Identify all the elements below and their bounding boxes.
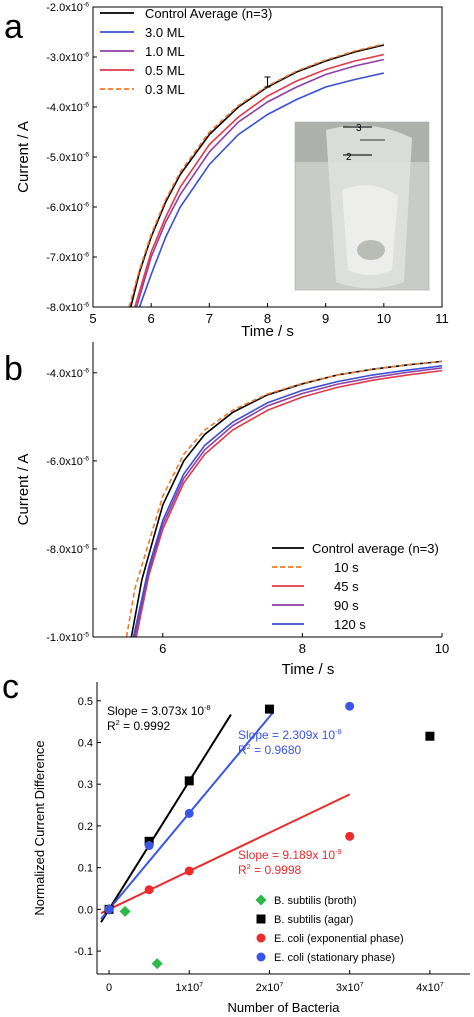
panel-b: b 6 8 10 -4.0x10-6 -6.0x10-6 -8.0x10-6 -1.0x10… xyxy=(4,342,449,678)
y-tick-label-b: -8.0x10-6 xyxy=(46,544,89,556)
y-tick-label-b: -1.0x10-5 xyxy=(46,632,89,644)
y-tick-label-a: -8.0x10-6 xyxy=(46,302,89,314)
y-tick-label-b: -4.0x10-6 xyxy=(46,367,89,379)
series-a-1 xyxy=(138,72,385,307)
data-point xyxy=(345,701,355,711)
y-tick-label-a: -6.0x10-6 xyxy=(46,202,89,214)
y-tick-label-c: 0.2 xyxy=(78,821,93,833)
x-tick-label-a: 11 xyxy=(435,311,449,326)
fit-annotation-r2: R2 = 0.9992 xyxy=(107,718,171,733)
x-tick-label-b: 10 xyxy=(435,641,449,656)
panel-a: a 3 2 5 6 7 8 9 10 11 -2.0x10-6 -3.0x10-6 -4.0x10… xyxy=(4,2,449,340)
legend-marker-c xyxy=(256,914,266,924)
x-tick-label-b: 6 xyxy=(159,641,166,656)
x-tick-label-a: 10 xyxy=(377,311,391,326)
fit-line-2 xyxy=(100,793,351,915)
x-tick-label-c: 3x107 xyxy=(336,982,364,994)
inset-photo: 3 2 xyxy=(294,121,430,291)
y-tick-label-a: -5.0x10-6 xyxy=(46,152,89,164)
x-tick-label-a: 5 xyxy=(89,311,96,326)
data-point xyxy=(184,776,194,786)
x-tick-label-c: 0 xyxy=(106,982,112,994)
y-tick-label-a: -2.0x10-6 xyxy=(46,2,89,14)
x-tick-label-a: 7 xyxy=(206,311,213,326)
legend-label-b: 120 s xyxy=(334,617,366,632)
inset-mark-2: 2 xyxy=(346,152,352,163)
data-point xyxy=(144,885,154,895)
y-tick-label-c: 0.1 xyxy=(78,863,93,875)
series-b-3 xyxy=(134,367,442,637)
x-tick-label-a: 9 xyxy=(322,311,329,326)
fit-annotation-slope: Slope = 9.189x 10-9 xyxy=(238,847,342,862)
y-tick-label-c: 0.3 xyxy=(78,779,93,791)
legend-label-a: 1.0 ML xyxy=(145,44,185,59)
data-point xyxy=(144,841,154,851)
series-b-2 xyxy=(135,369,442,637)
y-tick-label-c: 0.5 xyxy=(78,696,93,708)
x-tick-label-c: 1x107 xyxy=(175,982,203,994)
x-tick-label-a: 6 xyxy=(148,311,155,326)
fit-line-0 xyxy=(100,713,232,923)
legend-label-a: 3.0 ML xyxy=(145,25,185,40)
x-tick-label-c: 4x107 xyxy=(416,982,444,994)
legend-label-c: B. subtilis (broth) xyxy=(274,895,357,907)
y-axis-label-a: Current / A xyxy=(15,121,32,193)
legend-label-c: E. coli (exponential phase) xyxy=(274,933,404,945)
data-point xyxy=(184,866,194,876)
legend-marker-c xyxy=(256,933,266,943)
panel-a-label: a xyxy=(4,8,23,46)
fit-annotation-slope: Slope = 2.309x 10-8 xyxy=(238,727,342,742)
series-a-2 xyxy=(135,58,385,307)
y-tick-label-c: 0.0 xyxy=(78,904,93,916)
legend-label-b: Control average (n=3) xyxy=(312,541,439,556)
x-tick-label-a: 8 xyxy=(264,311,271,326)
legend-marker-c xyxy=(255,894,267,906)
legend-label-c: B. subtilis (agar) xyxy=(274,914,353,926)
x-axis-label-c: Number of Bacteria xyxy=(228,1000,341,1015)
legend-label-b: 90 s xyxy=(334,598,359,613)
panel-b-label: b xyxy=(4,350,23,388)
legend-label-a: Control Average (n=3) xyxy=(145,6,272,21)
data-point xyxy=(184,808,194,818)
x-tick-label-c: 2x107 xyxy=(256,982,284,994)
x-tick-label-b: 8 xyxy=(299,641,306,656)
y-tick-label-a: -7.0x10-6 xyxy=(46,252,89,264)
x-axis-label-b: Time / s xyxy=(282,661,335,678)
legend-label-a: 0.3 ML xyxy=(145,82,185,97)
series-b-1 xyxy=(125,360,442,637)
panel-c-label: c xyxy=(2,668,19,706)
fit-annotation-slope: Slope = 3.073x 10-8 xyxy=(107,703,211,718)
legend-marker-c xyxy=(256,952,266,962)
legend-label-a: 0.5 ML xyxy=(145,63,185,78)
series-b-4 xyxy=(132,364,442,637)
legend-label-b: 45 s xyxy=(334,579,359,594)
series-a-3 xyxy=(134,53,385,307)
y-tick-label-b: -6.0x10-6 xyxy=(46,455,89,467)
legend-label-c: E. coli (stationary phase) xyxy=(274,952,395,964)
y-tick-label-a: -3.0x10-6 xyxy=(46,52,89,64)
y-axis-label-c: Normalized Current Difference xyxy=(32,740,47,915)
y-tick-label-a: -4.0x10-6 xyxy=(46,102,89,114)
series-a-4 xyxy=(128,43,385,307)
data-point xyxy=(345,831,355,841)
data-point xyxy=(119,905,131,917)
data-point xyxy=(104,904,114,914)
fit-annotation-r2: R2 = 0.9680 xyxy=(238,742,302,757)
data-point xyxy=(151,958,163,970)
inset-mark-3: 3 xyxy=(356,123,362,134)
legend-label-b: 10 s xyxy=(334,560,359,575)
fit-annotation-r2: R2 = 0.9998 xyxy=(238,862,302,877)
y-tick-label-c: -0.1 xyxy=(74,946,93,958)
data-point xyxy=(425,731,435,741)
y-tick-label-c: 0.4 xyxy=(78,737,93,749)
x-axis-label-a: Time / s xyxy=(241,323,294,340)
data-point xyxy=(264,704,274,714)
y-axis-label-b: Current / A xyxy=(15,454,32,526)
panel-c: c 0 1x107 2x107 3x107 4x107 -0.1 0.0 0.1 0.2 0.3 0… xyxy=(2,668,470,1015)
